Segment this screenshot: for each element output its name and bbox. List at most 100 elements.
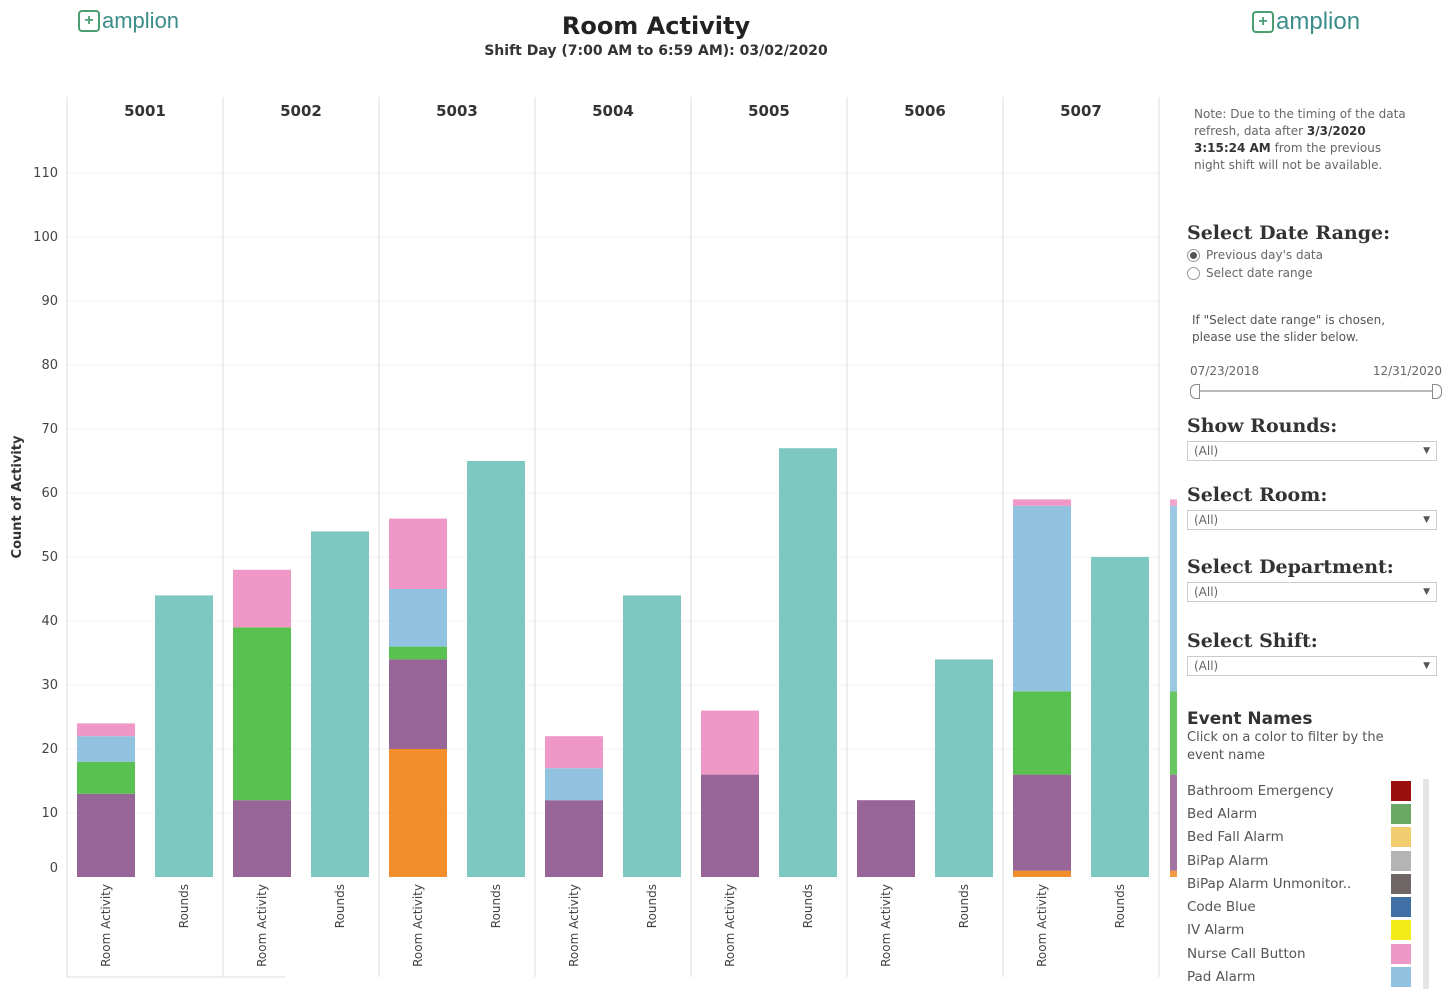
shift-filter: Select Shift: (All) ▼ [1187, 630, 1449, 676]
shift-value: (All) [1194, 659, 1219, 673]
bar-segment-green [389, 646, 447, 660]
legend-item[interactable]: BiPap Alarm [1187, 849, 1411, 872]
legend-color-swatch[interactable] [1391, 873, 1411, 894]
radio-previous-day-label: Previous day's data [1206, 248, 1323, 262]
legend-item[interactable]: Bed Fall Alarm [1187, 826, 1411, 849]
legend-color-swatch[interactable] [1391, 920, 1411, 941]
legend-color-swatch[interactable] [1391, 943, 1411, 964]
radio-unselected-icon[interactable] [1187, 266, 1200, 280]
y-tick-label: 30 [41, 678, 58, 693]
legend-color-swatch[interactable] [1391, 803, 1411, 824]
y-tick-label: 20 [41, 742, 58, 757]
room-activity-chart: 0 10 20 30 40 50 60 70 80 90 100 110 Count of Activi… [10, 97, 1177, 978]
legend-color-swatch[interactable] [1391, 780, 1411, 801]
x-category-label: Room Activity [99, 884, 113, 967]
bar-segment-pink [389, 518, 447, 589]
chevron-down-icon: ▼ [1423, 661, 1430, 671]
x-category-label: Room Activity [411, 884, 425, 967]
legend-item-label: Bathroom Emergency [1187, 782, 1334, 799]
bar-segment-green [233, 627, 291, 801]
radio-selected-icon[interactable] [1187, 248, 1200, 262]
bar-segment-clipped [1170, 691, 1177, 775]
bar-segment-clipped [1170, 499, 1177, 506]
show-rounds-dropdown[interactable]: (All) ▼ [1187, 441, 1437, 461]
bar-segment-purple [701, 774, 759, 877]
legend-color-swatch[interactable] [1391, 850, 1411, 871]
amplion-logo-left: + amplion [78, 8, 179, 34]
date-slider[interactable]: 07/23/2018 12/31/2020 [1190, 364, 1442, 399]
legend-item[interactable]: BiPap Alarm Unmonitor.. [1187, 872, 1411, 895]
amplion-logo-right: + amplion [1252, 8, 1360, 36]
legend-item[interactable]: Pad Alarm [1187, 965, 1411, 988]
x-category-label: Rounds [177, 884, 191, 928]
note-text-suffix: from the previous night shift will not b… [1194, 141, 1383, 172]
room-dropdown[interactable]: (All) ▼ [1187, 510, 1437, 530]
room-header: 5004 [592, 102, 634, 120]
room-header: 5003 [436, 102, 478, 120]
chevron-down-icon: ▼ [1423, 587, 1430, 597]
x-category-label: Room Activity [567, 884, 581, 967]
slider-end-date: 12/31/2020 [1372, 364, 1442, 378]
x-category-label: Room Activity [255, 884, 269, 967]
show-rounds-filter: Show Rounds: (All) ▼ [1187, 415, 1449, 461]
bar-segment-purple [233, 800, 291, 877]
legend-item-label: Code Blue [1187, 899, 1256, 916]
y-tick-label: 40 [41, 614, 58, 629]
legend-item-label: Nurse Call Button [1187, 945, 1306, 962]
y-tick-label: 70 [41, 422, 58, 437]
bar-segment-green [1013, 691, 1071, 775]
slider-start-date: 07/23/2018 [1190, 364, 1260, 378]
legend-color-swatch[interactable] [1391, 827, 1411, 848]
slider-handle-start[interactable] [1190, 384, 1200, 399]
bar-segment-blue [1013, 505, 1071, 692]
shift-filter-title: Select Shift: [1187, 630, 1318, 652]
legend-item[interactable]: Nurse Call Button [1187, 942, 1411, 965]
bar-rounds [935, 659, 993, 877]
legend-item[interactable]: Bathroom Emergency [1187, 779, 1411, 802]
bar-segment-pink [545, 736, 603, 769]
legend-color-swatch[interactable] [1391, 897, 1411, 918]
x-category-label: Room Activity [879, 884, 893, 967]
department-value: (All) [1194, 585, 1219, 599]
legend-item[interactable]: Code Blue [1187, 895, 1411, 918]
bar-segment-clipped [1170, 505, 1177, 692]
slider-track[interactable] [1194, 390, 1438, 392]
y-tick-label: 60 [41, 486, 58, 501]
bar-segment-blue [389, 589, 447, 647]
x-category-label: Rounds [645, 884, 659, 928]
bar-segment-green [77, 761, 135, 794]
slider-handle-end[interactable] [1432, 384, 1442, 399]
room-header: 5007 [1060, 102, 1102, 120]
department-filter-title: Select Department: [1187, 556, 1394, 578]
bar-segment-purple [1013, 774, 1071, 871]
page-title: Room Activity [561, 12, 751, 40]
logo-text: amplion [102, 8, 180, 33]
bar-segment-pink [1013, 499, 1071, 506]
event-names-title: Event Names [1187, 709, 1313, 729]
y-tick-label: 10 [41, 806, 58, 821]
department-dropdown[interactable]: (All) ▼ [1187, 582, 1437, 602]
event-names-section: Event Names Click on a color to filter b… [1187, 709, 1422, 765]
date-range-hint: If "Select date range" is chosen, please… [1192, 313, 1386, 344]
chevron-down-icon: ▼ [1423, 515, 1430, 525]
legend-scrollbar[interactable] [1423, 779, 1429, 989]
legend-color-swatch[interactable] [1391, 967, 1411, 988]
legend-item[interactable]: Bed Alarm [1187, 802, 1411, 825]
bar-rounds [623, 595, 681, 877]
logo-text: amplion [1276, 8, 1361, 35]
bar-segment-blue [545, 768, 603, 801]
legend-item-label: BiPap Alarm [1187, 852, 1269, 869]
bar-segment-pink [701, 710, 759, 775]
legend-item[interactable]: IV Alarm [1187, 919, 1411, 942]
room-header: 5005 [748, 102, 790, 120]
radio-previous-day[interactable]: Previous day's data [1187, 248, 1449, 262]
show-rounds-value: (All) [1194, 444, 1219, 458]
bar-segment-purple [545, 800, 603, 877]
bar-rounds [1091, 557, 1149, 877]
radio-select-date-range[interactable]: Select date range [1187, 266, 1449, 280]
shift-dropdown[interactable]: (All) ▼ [1187, 656, 1437, 676]
room-value: (All) [1194, 513, 1219, 527]
event-legend: Bathroom Emergency Bed Alarm Bed Fall Alar… [1187, 779, 1411, 989]
y-tick-label: 80 [41, 358, 58, 373]
room-filter-title: Select Room: [1187, 484, 1328, 506]
